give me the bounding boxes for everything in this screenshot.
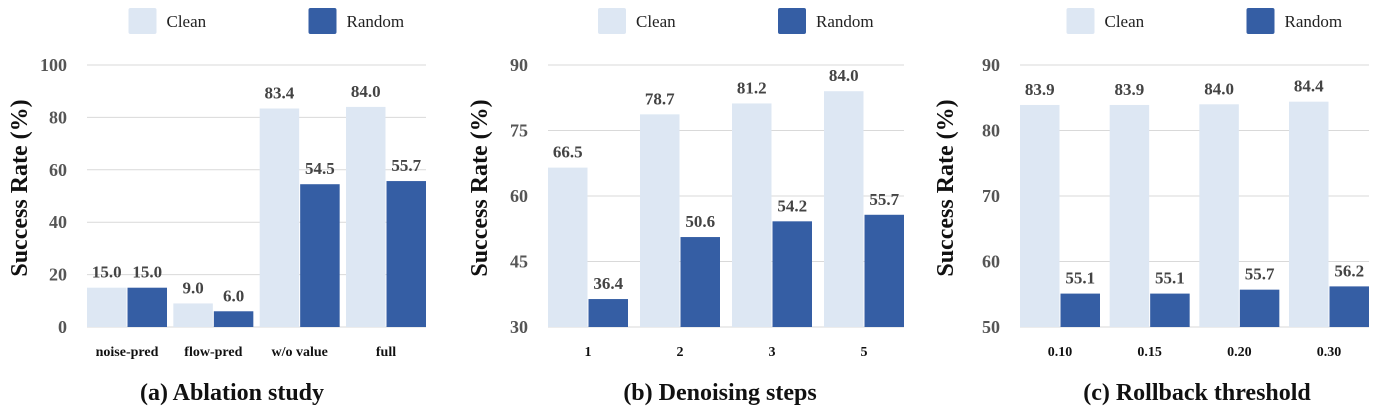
bar-random — [386, 181, 426, 327]
bar-clean — [173, 303, 213, 327]
legend-label-random: Random — [347, 12, 405, 31]
legend-swatch-random — [308, 8, 337, 34]
y-tick-label: 0 — [58, 317, 67, 337]
bar-clean — [1289, 101, 1329, 328]
x-tick-label: 0.20 — [1227, 345, 1252, 360]
y-tick-label: 60 — [510, 186, 528, 206]
panel-title: (c) Rollback threshold — [1083, 380, 1311, 406]
chart-panel-3: 50 60 70 80 90 Success Rate (%) 83.9 55.1 0.10 83… — [933, 8, 1369, 406]
y-tick-label: 90 — [510, 55, 528, 75]
bar-random — [680, 237, 720, 327]
data-label: 50.6 — [685, 212, 715, 231]
panel-title: (b) Denoising steps — [623, 380, 816, 406]
data-label: 54.5 — [305, 159, 335, 178]
bar-random — [1239, 289, 1280, 327]
bar-clean — [824, 91, 864, 327]
y-tick-label: 90 — [982, 55, 1000, 75]
x-tick-label: 2 — [677, 345, 684, 360]
bar-clean — [346, 106, 386, 327]
bar-random — [127, 287, 167, 327]
bar-random — [772, 221, 812, 327]
bar-clean — [548, 167, 588, 327]
y-axis-label: Success Rate (%) — [7, 99, 33, 276]
y-tick-label: 50 — [982, 317, 1000, 337]
x-tick-label: flow-pred — [184, 345, 242, 360]
legend-label-clean: Clean — [1105, 12, 1145, 31]
y-tick-label: 40 — [49, 212, 67, 232]
x-tick-label: 1 — [585, 345, 592, 360]
chart-panel-2: 30 45 60 75 90 Success Rate (%) 66.5 36.4 1 78.7 5… — [467, 8, 904, 406]
bar-random — [300, 184, 340, 327]
data-label: 15.0 — [92, 263, 122, 282]
x-tick-label: 5 — [861, 345, 868, 360]
bar-clean — [259, 108, 300, 327]
x-tick-label: full — [376, 345, 396, 360]
y-axis-label: Success Rate (%) — [467, 99, 493, 276]
bar-random — [1150, 293, 1190, 327]
bar-clean — [640, 114, 680, 328]
data-label: 78.7 — [645, 89, 675, 108]
data-label: 9.0 — [182, 278, 203, 297]
legend-label-random: Random — [1285, 12, 1343, 31]
bar-clean — [1020, 104, 1060, 327]
data-label: 84.4 — [1294, 77, 1324, 96]
y-tick-label: 75 — [510, 121, 528, 141]
data-label: 56.2 — [1334, 261, 1364, 280]
data-label: 83.9 — [1025, 80, 1055, 99]
legend-label-clean: Clean — [636, 12, 676, 31]
bar-random — [213, 311, 254, 327]
bar-clean — [1199, 104, 1239, 327]
y-axis-label: Success Rate (%) — [933, 99, 959, 276]
data-label: 6.0 — [223, 286, 244, 305]
bar-clean — [87, 287, 127, 327]
data-label: 15.0 — [132, 263, 162, 282]
bar-random — [1329, 286, 1369, 327]
x-tick-label: 0.15 — [1137, 345, 1162, 360]
data-label: 36.4 — [593, 274, 623, 293]
data-label: 55.7 — [391, 156, 421, 175]
y-tick-label: 70 — [982, 186, 1000, 206]
data-label: 54.2 — [777, 196, 807, 215]
data-label: 55.7 — [869, 190, 899, 209]
data-label: 84.0 — [829, 66, 859, 85]
bar-random — [864, 214, 904, 327]
legend-swatch-clean — [598, 8, 626, 34]
bar-clean — [1109, 104, 1150, 327]
x-tick-label: w/o value — [271, 345, 327, 360]
panel-title: (a) Ablation study — [140, 380, 324, 406]
y-tick-label: 45 — [510, 252, 528, 272]
data-label: 55.1 — [1065, 269, 1095, 288]
y-tick-label: 60 — [982, 252, 1000, 272]
y-tick-label: 20 — [49, 265, 67, 285]
data-label: 55.1 — [1155, 269, 1185, 288]
y-tick-label: 80 — [982, 121, 1000, 141]
bar-clean — [732, 103, 772, 327]
x-tick-label: 0.10 — [1048, 345, 1073, 360]
y-tick-label: 100 — [40, 55, 67, 75]
y-tick-label: 30 — [510, 317, 528, 337]
legend-swatch-clean — [128, 8, 157, 34]
legend-swatch-random — [778, 8, 806, 34]
data-label: 83.9 — [1115, 80, 1145, 99]
chart-panel-1: 0 20 40 60 80 100 Success Rate (%) 15.0 15.0 nois… — [7, 8, 426, 406]
data-label: 66.5 — [553, 143, 583, 162]
data-label: 83.4 — [265, 83, 295, 102]
y-tick-label: 60 — [49, 160, 67, 180]
x-tick-label: 0.30 — [1317, 345, 1342, 360]
x-tick-label: 3 — [769, 345, 776, 360]
data-label: 81.2 — [737, 78, 767, 97]
bar-random — [1060, 293, 1100, 327]
y-tick-label: 80 — [49, 107, 67, 127]
data-label: 84.0 — [351, 82, 381, 101]
x-tick-label: noise-pred — [96, 345, 159, 360]
data-label: 84.0 — [1204, 79, 1234, 98]
legend-swatch-random — [1246, 8, 1275, 34]
legend-label-random: Random — [816, 12, 874, 31]
legend-label-clean: Clean — [167, 12, 207, 31]
legend-swatch-clean — [1066, 8, 1095, 34]
bar-random — [588, 299, 628, 327]
data-label: 55.7 — [1245, 265, 1275, 284]
